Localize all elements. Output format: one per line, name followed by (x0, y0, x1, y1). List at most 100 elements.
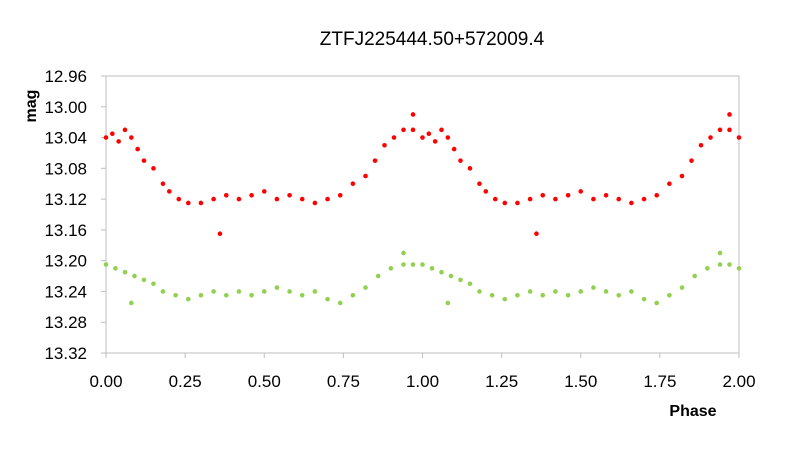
data-point-series-1 (467, 166, 473, 171)
data-point-series-2 (603, 289, 609, 294)
x-axis-label: Phase (669, 403, 716, 420)
data-point-series-2 (401, 262, 406, 267)
data-point-series-1 (439, 127, 444, 133)
data-point-series-2 (489, 292, 495, 298)
data-point-series-1 (717, 127, 723, 133)
data-point-series-2 (211, 289, 216, 294)
data-point-series-1 (217, 231, 223, 237)
data-point-series-1 (410, 112, 416, 117)
data-point-series-2 (160, 289, 166, 294)
x-tick-label: 1.25 (485, 372, 518, 391)
data-point-series-2 (439, 269, 444, 275)
data-point-series-1 (629, 200, 634, 206)
data-point-series-1 (274, 196, 280, 202)
data-point-series-2 (173, 292, 178, 298)
y-axis: 12.96 13.00 13.04 13.08 13.12 13.16 13.20 13.24… (44, 67, 106, 363)
plot-area (105, 75, 740, 354)
data-point-series-2 (388, 266, 394, 271)
data-points (103, 112, 742, 306)
data-point-series-1 (451, 146, 457, 152)
data-point-series-2 (727, 262, 732, 267)
data-point-series-2 (578, 289, 584, 294)
data-point-series-1 (151, 166, 156, 171)
data-point-series-1 (401, 127, 406, 133)
data-point-series-1 (667, 181, 672, 187)
data-point-series-2 (299, 292, 305, 298)
data-point-series-1 (502, 200, 508, 206)
data-point-series-1 (426, 131, 432, 137)
data-point-series-1 (565, 192, 571, 198)
data-point-series-1 (223, 192, 229, 198)
data-point-series-1 (312, 200, 318, 206)
data-point-series-2 (312, 289, 318, 294)
data-point-series-2 (223, 292, 229, 298)
y-tick-label: 13.20 (44, 252, 87, 271)
chart-title: ZTFJ225444.50+572009.4 (320, 29, 545, 50)
data-point-series-1 (553, 196, 558, 202)
data-point-series-1 (445, 135, 451, 140)
data-point-series-1 (299, 196, 305, 202)
data-point-series-2 (467, 281, 473, 287)
data-point-series-2 (641, 296, 647, 302)
data-point-series-1 (236, 196, 242, 202)
data-point-series-2 (477, 289, 482, 294)
data-point-series-2 (236, 289, 242, 294)
y-tick-label: 13.24 (44, 282, 87, 301)
data-point-series-1 (654, 192, 660, 198)
data-point-series-1 (483, 189, 489, 194)
data-point-series-2 (667, 292, 672, 298)
data-point-series-1 (350, 181, 356, 187)
data-point-series-2 (410, 262, 416, 267)
data-point-series-2 (448, 273, 454, 279)
data-point-series-2 (736, 266, 742, 271)
data-point-series-1 (382, 142, 387, 148)
data-point-series-2 (553, 289, 558, 294)
data-point-series-2 (420, 262, 425, 267)
data-point-series-1 (198, 200, 204, 206)
data-point-series-1 (534, 231, 539, 237)
data-point-series-1 (337, 192, 343, 198)
data-point-series-1 (129, 135, 134, 140)
data-point-series-1 (391, 135, 397, 140)
data-point-series-1 (363, 173, 368, 179)
data-point-series-2 (287, 289, 292, 294)
data-point-series-2 (337, 300, 343, 306)
y-tick-label: 13.32 (44, 344, 87, 363)
data-point-series-2 (185, 296, 191, 302)
x-tick-label: 1.75 (643, 372, 676, 391)
data-point-series-1 (641, 196, 647, 202)
data-point-series-1 (603, 192, 609, 198)
data-point-series-2 (654, 300, 660, 306)
data-point-series-1 (185, 200, 191, 206)
data-point-series-2 (129, 300, 134, 306)
data-point-series-1 (679, 173, 685, 179)
data-point-series-1 (727, 112, 732, 117)
data-point-series-2 (151, 281, 156, 287)
data-point-series-2 (325, 296, 330, 302)
data-point-series-1 (591, 196, 596, 202)
data-point-series-1 (708, 135, 713, 140)
data-point-series-2 (515, 292, 520, 298)
data-point-series-1 (372, 158, 378, 163)
data-point-series-1 (727, 127, 732, 133)
data-point-series-1 (698, 142, 704, 148)
data-point-series-2 (565, 292, 571, 298)
data-point-series-2 (401, 250, 406, 256)
data-point-series-1 (527, 196, 533, 202)
data-point-series-1 (689, 158, 694, 163)
data-point-series-1 (477, 181, 482, 187)
data-point-series-1 (616, 196, 622, 202)
data-point-series-2 (591, 285, 596, 290)
data-point-series-1 (211, 196, 216, 202)
data-point-series-2 (122, 269, 128, 275)
data-point-series-2 (141, 277, 147, 283)
x-tick-label: 0.50 (248, 372, 281, 391)
data-point-series-2 (198, 292, 204, 298)
y-tick-label: 13.12 (44, 190, 87, 209)
y-tick-label: 13.08 (44, 159, 87, 178)
y-tick-label: 12.96 (44, 67, 87, 86)
data-point-series-2 (717, 262, 723, 267)
data-point-series-1 (141, 158, 147, 163)
data-point-series-1 (103, 135, 109, 140)
data-point-series-1 (160, 181, 166, 187)
